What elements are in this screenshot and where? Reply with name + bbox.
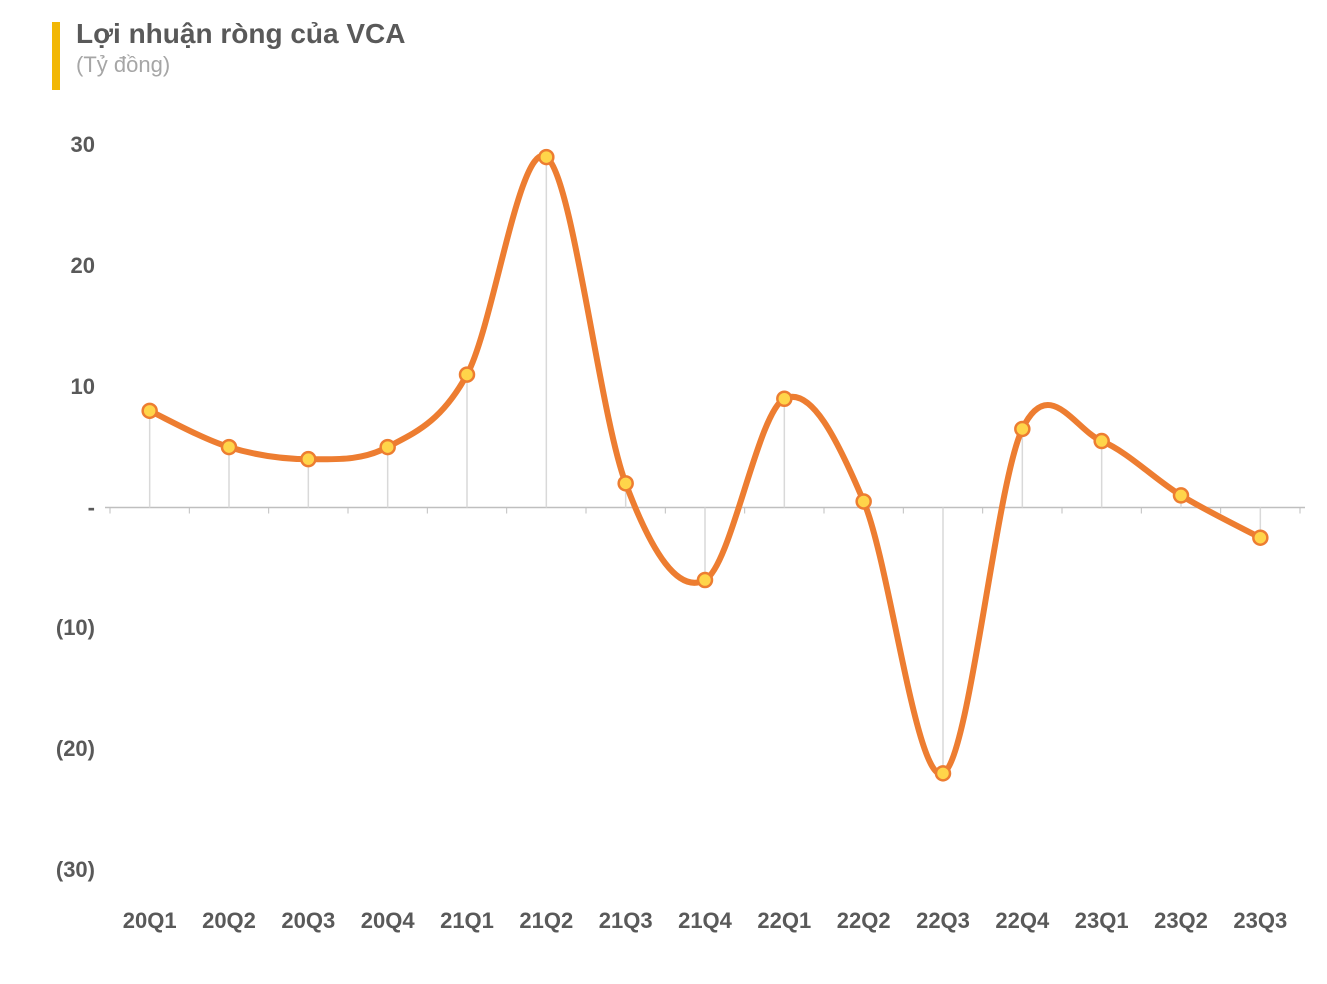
data-marker [619,476,633,490]
data-marker [539,150,553,164]
y-axis-label: - [0,495,95,521]
data-marker [1174,488,1188,502]
data-marker [698,573,712,587]
x-axis-label: 22Q3 [916,908,970,934]
data-marker [857,494,871,508]
data-marker [936,766,950,780]
x-axis-label: 23Q1 [1075,908,1129,934]
data-marker [1015,422,1029,436]
x-axis-label: 20Q3 [281,908,335,934]
y-axis-label: (30) [0,857,95,883]
y-axis-label: 30 [0,132,95,158]
data-marker [301,452,315,466]
x-axis-label: 23Q3 [1233,908,1287,934]
data-marker [1253,531,1267,545]
line-series [150,156,1261,774]
y-axis-label: 10 [0,374,95,400]
x-axis-label: 21Q1 [440,908,494,934]
y-axis-label: 20 [0,253,95,279]
x-axis-label: 20Q2 [202,908,256,934]
x-axis-label: 22Q4 [995,908,1049,934]
data-marker [777,392,791,406]
x-axis-label: 21Q4 [678,908,732,934]
data-marker [460,368,474,382]
x-axis-label: 20Q1 [123,908,177,934]
chart-container: Lợi nhuận ròng của VCA (Tỷ đồng) (30)(20… [0,0,1327,984]
data-marker [381,440,395,454]
x-axis-label: 21Q3 [599,908,653,934]
data-marker [222,440,236,454]
x-axis-label: 20Q4 [361,908,415,934]
chart-svg [0,0,1327,984]
x-axis-label: 22Q2 [837,908,891,934]
data-marker [143,404,157,418]
y-axis-label: (10) [0,615,95,641]
x-axis-label: 22Q1 [757,908,811,934]
data-marker [1095,434,1109,448]
x-axis-label: 21Q2 [519,908,573,934]
y-axis-label: (20) [0,736,95,762]
x-axis-label: 23Q2 [1154,908,1208,934]
